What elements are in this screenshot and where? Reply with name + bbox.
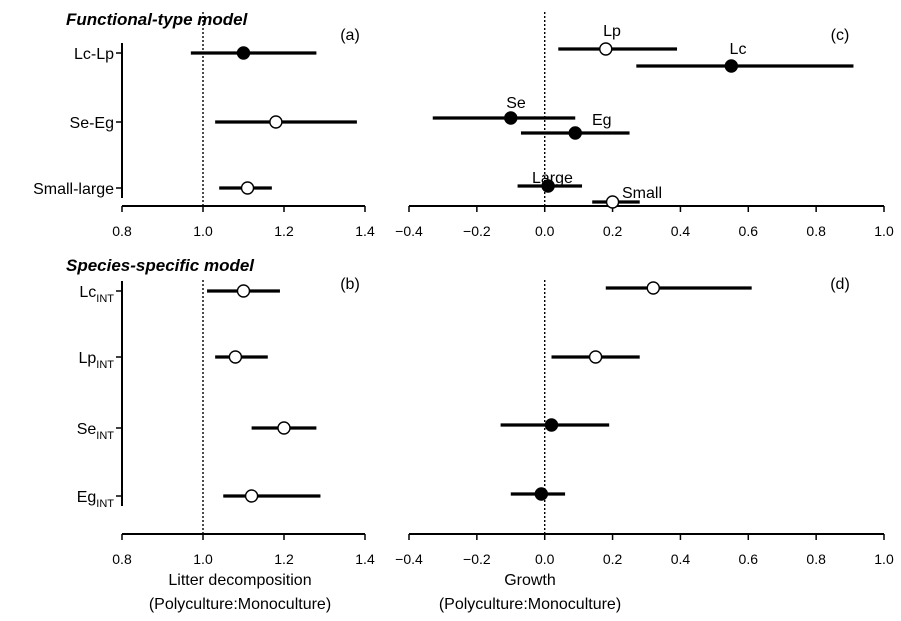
x-tick-label: 1.0 — [874, 551, 894, 567]
y-tick-label: Se-Eg — [70, 115, 114, 132]
section-title-species-specific: Species-specific model — [66, 256, 255, 275]
point-filled — [236, 46, 251, 60]
point-label: Large — [532, 170, 573, 187]
panel-c: −0.4 −0.2 0.0 0.2 0.4 0.6 0.8 1.0 (c) Lp Lc Se Eg Lar… — [395, 12, 894, 239]
point-filled — [544, 418, 559, 432]
panel-b: 0.8 1.0 1.2 1.4 (b) LcINT LpINT SeINT EgINT — [77, 276, 375, 567]
point-open — [605, 195, 620, 209]
x-axis-label-litter: Litter decomposition — [168, 572, 311, 589]
point-open — [588, 350, 603, 364]
point-open — [244, 489, 259, 503]
x-tick-label: 0.0 — [535, 223, 555, 239]
x-tick-label: 0.8 — [806, 223, 826, 239]
x-axis-label-growth: Growth — [504, 572, 556, 589]
point-filled — [724, 59, 739, 73]
y-tick-label: LpINT — [78, 350, 114, 371]
x-tick-label: 0.2 — [603, 551, 623, 567]
panel-d: −0.4 −0.2 0.0 0.2 0.4 0.6 0.8 1.0 (d) — [395, 276, 894, 567]
x-tick-label: 1.4 — [355, 223, 375, 239]
y-tick-label: LcINT — [79, 284, 114, 305]
y-tick-label: SeINT — [77, 421, 115, 442]
point-filled — [541, 179, 555, 193]
x-tick-label: 0.8 — [112, 551, 132, 567]
point-open — [277, 421, 291, 435]
point-label: Se — [506, 95, 526, 112]
point-label: Small — [622, 185, 662, 202]
x-tick-label: 0.4 — [671, 551, 691, 567]
point-open — [269, 115, 283, 129]
point-label: Lp — [603, 23, 621, 40]
panel-label: (b) — [340, 276, 360, 293]
point-label: Eg — [592, 112, 612, 129]
panel-label: (a) — [340, 27, 360, 44]
x-tick-label: −0.2 — [463, 223, 491, 239]
x-tick-label: 0.6 — [739, 223, 759, 239]
panel-a: 0.8 1.0 1.2 1.4 (a) Lc-Lp Se-Eg Small-large — [33, 12, 375, 239]
x-tick-label: 0.6 — [739, 551, 759, 567]
point-filled — [504, 111, 518, 125]
x-tick-label: −0.4 — [395, 551, 423, 567]
x-tick-label: −0.4 — [395, 223, 423, 239]
x-tick-label: 0.2 — [603, 223, 623, 239]
x-tick-label: 1.2 — [274, 551, 294, 567]
point-open — [240, 181, 255, 195]
y-tick-label: EgINT — [77, 489, 115, 510]
x-tick-label: 0.4 — [671, 223, 691, 239]
x-tick-label: 0.8 — [806, 551, 826, 567]
x-tick-label: −0.2 — [463, 551, 491, 567]
point-open — [228, 350, 243, 364]
y-tick-label: Small-large — [33, 181, 114, 198]
point-open — [599, 42, 613, 56]
point-open — [646, 281, 660, 295]
x-tick-label: 0.8 — [112, 223, 132, 239]
x-tick-label: 1.0 — [193, 223, 213, 239]
x-tick-label: 1.4 — [355, 551, 375, 567]
point-open — [236, 284, 251, 298]
section-title-functional-type: Functional-type model — [66, 10, 249, 29]
point-label: Lc — [730, 41, 747, 58]
x-axis-label-growth-ratio: (Polyculture:Monoculture) — [439, 596, 621, 613]
x-tick-label: 0.0 — [535, 551, 555, 567]
point-filled — [568, 126, 582, 140]
panel-label: (c) — [831, 27, 850, 44]
panel-label: (d) — [830, 276, 850, 293]
y-tick-label: Lc-Lp — [74, 46, 114, 63]
x-tick-label: 1.0 — [193, 551, 213, 567]
x-axis-label-litter-ratio: (Polyculture:Monoculture) — [149, 596, 331, 613]
point-filled — [534, 487, 549, 501]
x-tick-label: 1.0 — [874, 223, 894, 239]
x-tick-label: 1.2 — [274, 223, 294, 239]
